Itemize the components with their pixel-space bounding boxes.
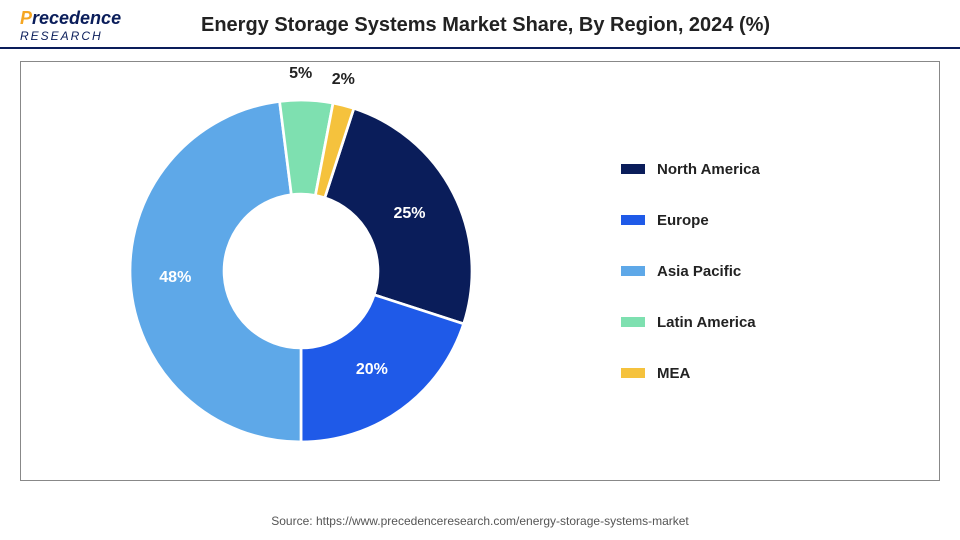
legend-item-mea: MEA	[621, 365, 760, 382]
logo-brand-top: Precedence	[20, 8, 121, 29]
source-text: Source: https://www.precedenceresearch.c…	[0, 514, 960, 528]
logo: Precedence RESEARCH	[20, 8, 121, 43]
legend-item-europe: Europe	[621, 212, 760, 229]
header: Precedence RESEARCH Energy Storage Syste…	[0, 0, 960, 49]
legend-swatch	[621, 266, 645, 276]
legend-swatch	[621, 215, 645, 225]
legend-label: North America	[657, 161, 760, 178]
slice-label-latin-america: 5%	[289, 65, 312, 83]
legend-item-asia-pacific: Asia Pacific	[621, 263, 760, 280]
slice-label-mea: 2%	[332, 71, 355, 89]
legend-swatch	[621, 317, 645, 327]
logo-text-top: recedence	[32, 8, 121, 28]
slice-label-north-america: 25%	[393, 205, 425, 223]
legend-swatch	[621, 164, 645, 174]
slice-label-europe: 20%	[356, 361, 388, 379]
legend: North America Europe Asia Pacific Latin Ame…	[621, 161, 760, 382]
legend-item-latin-america: Latin America	[621, 314, 760, 331]
legend-label: MEA	[657, 365, 690, 382]
donut-chart: 25%20%48%5%2%	[21, 71, 581, 471]
chart-title: Energy Storage Systems Market Share, By …	[151, 14, 940, 37]
chart-container: 25% 20% 48% 5% 2% North America Europe Asia Pa…	[20, 61, 940, 481]
slice-label-asia-pacific: 48%	[159, 269, 191, 287]
slice-asia-pacific	[130, 101, 301, 442]
legend-label: Latin America	[657, 314, 756, 331]
legend-label: Asia Pacific	[657, 263, 741, 280]
logo-brand-bottom: RESEARCH	[20, 29, 103, 43]
legend-swatch	[621, 368, 645, 378]
legend-label: Europe	[657, 212, 709, 229]
legend-item-north-america: North America	[621, 161, 760, 178]
